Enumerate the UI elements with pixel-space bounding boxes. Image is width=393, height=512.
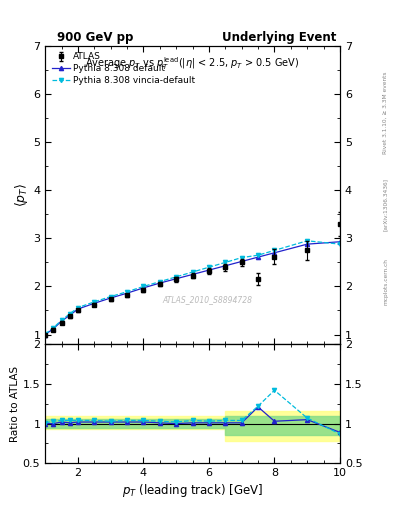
Pythia 8.308 default (68, 312, 72, 318)
Pythia 8.308 default (51, 326, 56, 332)
Bar (225, 416, 340, 435)
Pythia 8.308 default (75, 306, 80, 312)
Pythia 8.308 default (92, 300, 97, 306)
Pythia 8.308 vincia-default (59, 317, 64, 323)
Pythia 8.308 vincia-default (338, 241, 342, 247)
Text: [arXiv:1306.3436]: [arXiv:1306.3436] (383, 178, 388, 231)
Pythia 8.308 vincia-default (174, 274, 178, 280)
Pythia 8.308 default (59, 318, 64, 324)
Pythia 8.308 vincia-default (272, 247, 277, 253)
Pythia 8.308 vincia-default (256, 252, 261, 258)
Text: Rivet 3.1.10, ≥ 3.3M events: Rivet 3.1.10, ≥ 3.3M events (383, 71, 388, 154)
Pythia 8.308 default (223, 263, 228, 269)
Pythia 8.308 default (338, 239, 342, 245)
Line: Pythia 8.308 default: Pythia 8.308 default (43, 240, 342, 336)
Pythia 8.308 default (43, 331, 48, 337)
Pythia 8.308 default (207, 267, 211, 273)
Pythia 8.308 vincia-default (108, 293, 113, 300)
Pythia 8.308 default (174, 275, 178, 282)
Bar (45, 416, 225, 429)
Pythia 8.308 default (108, 295, 113, 301)
Pythia 8.308 vincia-default (223, 260, 228, 266)
Bar (45, 419, 225, 428)
Pythia 8.308 default (158, 280, 162, 286)
Pythia 8.308 default (125, 290, 129, 296)
X-axis label: $p_T$ (leading track) [GeV]: $p_T$ (leading track) [GeV] (122, 482, 263, 499)
Pythia 8.308 vincia-default (43, 331, 48, 337)
Pythia 8.308 vincia-default (92, 299, 97, 305)
Text: ATLAS_2010_S8894728: ATLAS_2010_S8894728 (162, 295, 252, 304)
Pythia 8.308 vincia-default (190, 269, 195, 275)
Y-axis label: Ratio to ATLAS: Ratio to ATLAS (10, 366, 20, 442)
Pythia 8.308 vincia-default (75, 305, 80, 311)
Pythia 8.308 default (256, 254, 261, 260)
Pythia 8.308 default (141, 285, 146, 291)
Pythia 8.308 vincia-default (51, 325, 56, 331)
Text: Underlying Event: Underlying Event (222, 31, 336, 44)
Pythia 8.308 vincia-default (158, 279, 162, 285)
Pythia 8.308 vincia-default (305, 238, 310, 244)
Pythia 8.308 vincia-default (239, 254, 244, 261)
Pythia 8.308 vincia-default (68, 311, 72, 317)
Pythia 8.308 vincia-default (141, 283, 146, 289)
Pythia 8.308 vincia-default (207, 264, 211, 270)
Text: Average $p_T$ vs $p_T^{\mathrm{lead}}$(|$\eta$| < 2.5, $p_T$ > 0.5 GeV): Average $p_T$ vs $p_T^{\mathrm{lead}}$(|… (85, 55, 300, 72)
Text: 900 GeV pp: 900 GeV pp (57, 31, 133, 44)
Line: Pythia 8.308 vincia-default: Pythia 8.308 vincia-default (43, 239, 342, 336)
Bar (225, 411, 340, 441)
Pythia 8.308 vincia-default (125, 289, 129, 295)
Pythia 8.308 default (239, 259, 244, 265)
Pythia 8.308 default (272, 250, 277, 256)
Legend: ATLAS, Pythia 8.308 default, Pythia 8.308 vincia-default: ATLAS, Pythia 8.308 default, Pythia 8.30… (48, 49, 199, 89)
Pythia 8.308 default (190, 271, 195, 278)
Pythia 8.308 default (305, 241, 310, 247)
Text: mcplots.cern.ch: mcplots.cern.ch (383, 258, 388, 305)
Y-axis label: $\langle p_T \rangle$: $\langle p_T \rangle$ (13, 183, 30, 207)
